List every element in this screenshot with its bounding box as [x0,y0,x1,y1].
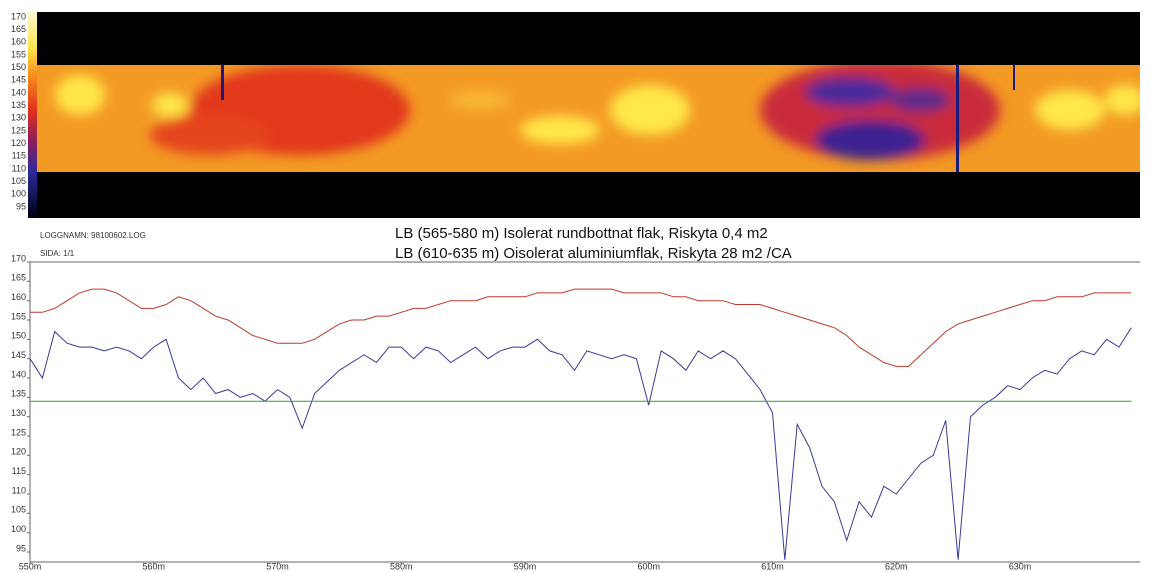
plot-area [30,289,1131,560]
screen: LOGGNAMN: 98100602.LOG SIDA: 1/1 LB (565… [0,0,1155,572]
y-tick-label: 125 [11,427,26,437]
colorbar-tick-label: 170 [11,11,26,21]
colorbar-tick-label: 120 [11,138,26,148]
colorbar-tick-label: 130 [11,113,26,123]
page: {"header": {"logname": "LOGGNAMN: 981006… [0,0,1155,572]
page-number: SIDA: 1/1 [40,249,75,258]
colorbar-tick-label: 140 [11,87,26,97]
y-tick-label: 115 [12,466,26,476]
colorbar-tick-label: 115 [12,151,26,161]
colorbar-tick-label: 100 [11,189,26,199]
y-tick-label: 170 [11,253,26,263]
data-line [30,289,1131,366]
heatmap [37,60,1145,172]
data-line [30,328,1131,560]
y-tick-label: 140 [11,369,26,379]
colorbar-tick-label: 110 [12,163,26,173]
colorbar-tick-label: 105 [11,176,26,186]
colorbar-tick-label: 155 [11,49,26,59]
y-tick-label: 165 [11,273,26,283]
colorbar-tick-label: 135 [11,100,26,110]
log-name: LOGGNAMN: 98100602.LOG [40,231,146,240]
y-tick-label: 95 [16,543,26,553]
annotation: LB (610-635 m) Oisolerat aluminiumflak, … [395,245,792,262]
y-tick-label: 110 [12,485,26,495]
y-tick-label: 145 [11,350,26,360]
colorbar-tick-label: 150 [11,62,26,72]
annotation: LB (565-580 m) Isolerat rundbottnat flak… [395,225,768,242]
y-tick-label: 160 [11,292,26,302]
colorbar [28,12,37,218]
colorbar-tick-label: 145 [11,75,26,85]
colorbar-tick-label: 125 [11,125,26,135]
colorbar-tick-label: 160 [11,37,26,47]
colorbar-tick-label: 95 [16,201,26,211]
y-tick-label: 120 [11,447,26,457]
y-tick-label: 135 [11,389,26,399]
colorbar-tick-label: 165 [11,24,26,34]
y-tick-label: 100 [11,524,26,534]
y-tick-label: 150 [11,331,26,341]
y-tick-label: 130 [11,408,26,418]
y-tick-label: 105 [11,505,26,515]
y-tick-label: 155 [11,311,26,321]
